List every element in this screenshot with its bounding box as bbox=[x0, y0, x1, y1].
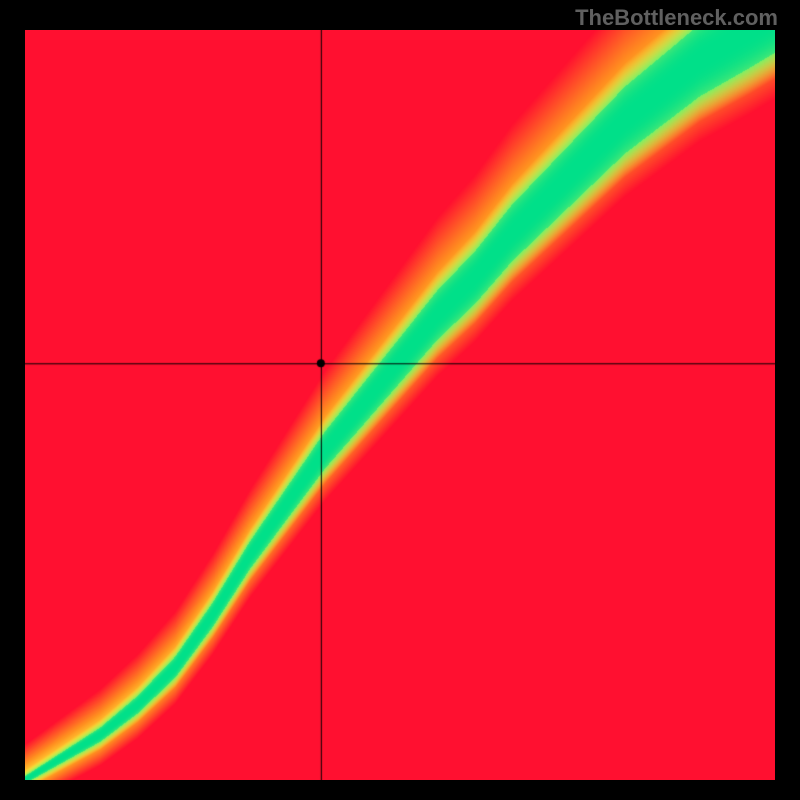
heatmap-canvas bbox=[25, 30, 775, 780]
bottleneck-heatmap bbox=[25, 30, 775, 780]
watermark-text: TheBottleneck.com bbox=[575, 5, 778, 31]
